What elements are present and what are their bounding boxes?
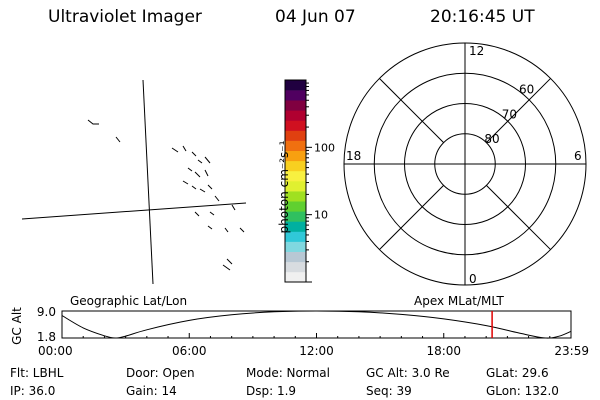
colorbar-segment <box>285 271 306 283</box>
info-dsp: Dsp: 1.9 <box>246 384 297 398</box>
timeline-x-tick-label: 18:00 <box>426 344 461 358</box>
colorbar-segment <box>285 150 306 162</box>
timeline-y-tick-label: 9.0 <box>37 305 56 319</box>
colorbar-segment <box>285 211 306 222</box>
colorbar-segment <box>285 201 306 212</box>
colorbar-segment <box>285 90 306 101</box>
mlt-hour-label: 6 <box>574 149 582 163</box>
mlt-hour-label: 18 <box>346 149 361 163</box>
colorbar-tick-label: 100 <box>314 141 335 154</box>
mlt-meridian <box>486 185 551 250</box>
mlt-hour-label: 0 <box>469 272 477 286</box>
info-gcalt: GC Alt: 3.0 Re <box>366 366 450 380</box>
colorbar-segment <box>285 241 306 252</box>
instrument-title: Ultraviolet Imager <box>48 7 202 27</box>
info-glon: GLon: 132.0 <box>486 384 559 398</box>
colorbar-segment <box>285 140 306 151</box>
colorbar-segment <box>285 120 306 131</box>
colorbar-segment <box>285 160 306 172</box>
latitude-ring-label: 70 <box>502 107 517 121</box>
longitude-line <box>142 79 154 285</box>
mlt-meridian <box>379 78 444 143</box>
info-glat: GLat: 29.6 <box>486 366 549 380</box>
info-gain: Gain: 14 <box>126 384 177 398</box>
colorbar-segment <box>285 181 306 192</box>
timeline-x-tick-label: 00:00 <box>38 344 73 358</box>
orbit-altitude-line <box>61 310 571 339</box>
geographic-caption: Geographic Lat/Lon <box>70 294 188 308</box>
mlt-meridian <box>379 185 444 250</box>
latitude-ring-label: 80 <box>484 132 499 146</box>
timeline-x-tick-label: 12:00 <box>299 344 334 358</box>
colorbar-segment <box>285 221 306 232</box>
timeline-x-tick-label: 23:59 <box>554 344 589 358</box>
colorbar-segment <box>285 231 306 242</box>
mlt-meridian <box>486 78 551 143</box>
mlt-hour-label: 12 <box>469 44 484 58</box>
coastline-fragments <box>87 119 245 271</box>
colorbar-frame <box>284 79 307 283</box>
timeline-y-tick-label: 1.8 <box>37 330 56 344</box>
colorbar-segment <box>285 100 306 111</box>
colorbar-segment <box>285 261 306 273</box>
colorbar-segment <box>285 191 306 202</box>
geographic-map <box>21 79 247 285</box>
apex-caption: Apex MLat/MLT <box>414 294 504 308</box>
timeline-ylabel: GC Alt <box>10 307 24 345</box>
info-seq: Seq: 39 <box>366 384 412 398</box>
image-time: 20:16:45 UT <box>430 7 535 27</box>
timeline-x-tick-label: 06:00 <box>172 344 207 358</box>
colorbar-tick-label: 10 <box>314 209 328 222</box>
info-door: Door: Open <box>126 366 195 380</box>
colorbar-segment <box>285 170 306 182</box>
intensity-colorbar: 100 10 <box>284 79 335 283</box>
image-date: 04 Jun 07 <box>275 7 356 27</box>
colorbar-segment <box>285 80 306 91</box>
colorbar-unit-label: photon cm⁻²s⁻¹ <box>277 140 291 234</box>
colorbar-segment <box>285 251 306 263</box>
latitude-line <box>21 202 247 220</box>
colorbar-segment <box>285 110 306 121</box>
orbit-timeline: 9.0 1.800:00 06:00 12:00 18:00 23:59 <box>37 305 589 358</box>
colorbar-segment <box>285 130 306 141</box>
info-ip: IP: 36.0 <box>10 384 56 398</box>
info-mode: Mode: Normal <box>246 366 330 380</box>
info-flt: Flt: LBHL <box>10 366 64 380</box>
latitude-ring-label: 60 <box>519 83 534 97</box>
